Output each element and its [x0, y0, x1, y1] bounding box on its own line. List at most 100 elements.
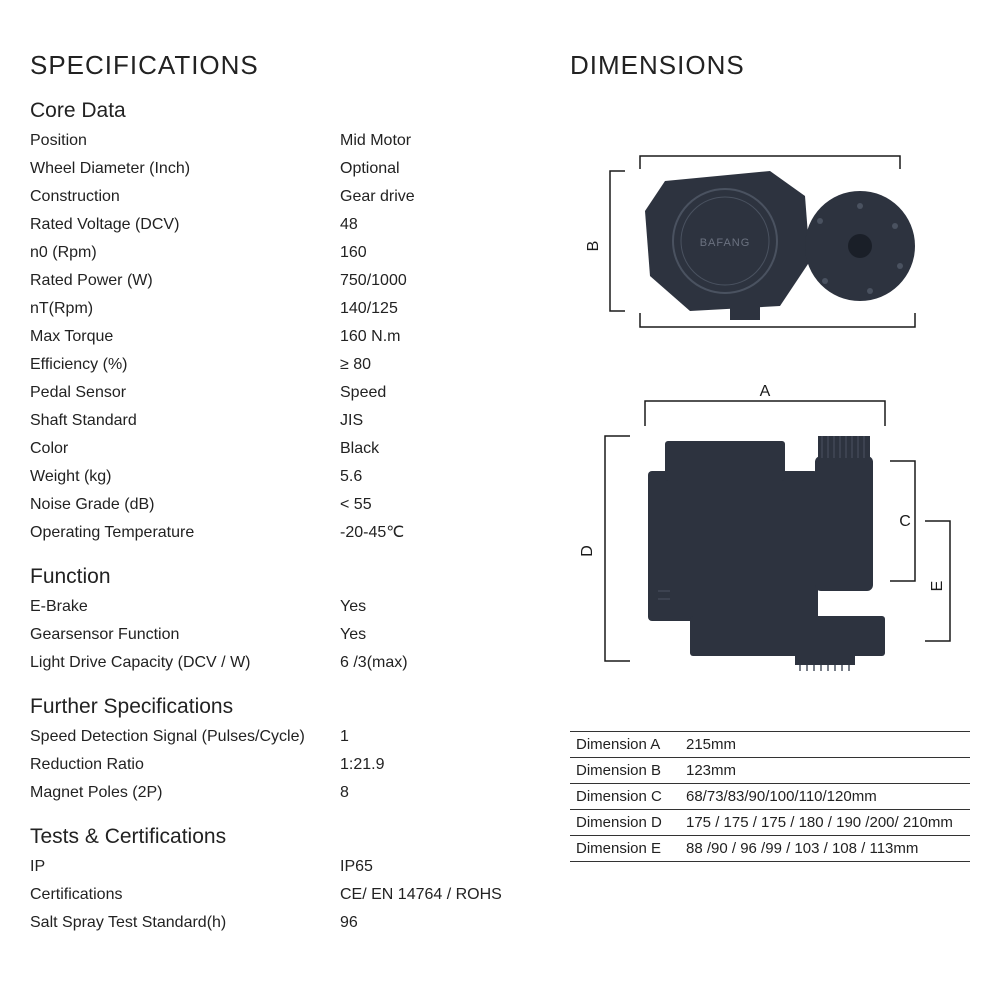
spec-value: Black	[340, 435, 530, 463]
spec-row: Magnet Poles (2P)8	[30, 779, 530, 807]
spec-row: Weight (kg)5.6	[30, 463, 530, 491]
spec-value: Yes	[340, 593, 530, 621]
dim-c-label: C	[899, 513, 911, 530]
specifications-title: SPECIFICATIONS	[30, 50, 530, 81]
spec-row: Wheel Diameter (Inch)Optional	[30, 155, 530, 183]
dim-a-label: A	[760, 383, 771, 400]
spec-value: < 55	[340, 491, 530, 519]
spec-value: 1	[340, 723, 530, 751]
spec-row: Reduction Ratio1:21.9	[30, 751, 530, 779]
spec-label: Gearsensor Function	[30, 621, 340, 649]
spec-label: Rated Voltage (DCV)	[30, 211, 340, 239]
spec-label: Salt Spray Test Standard(h)	[30, 909, 340, 937]
dim-label: Dimension D	[570, 810, 680, 836]
spec-row: Rated Voltage (DCV)48	[30, 211, 530, 239]
spec-row: Noise Grade (dB)< 55	[30, 491, 530, 519]
spec-value: 8	[340, 779, 530, 807]
dim-b-label: B	[585, 241, 602, 252]
spec-row: Speed Detection Signal (Pulses/Cycle)1	[30, 723, 530, 751]
spec-label: nT(Rpm)	[30, 295, 340, 323]
spec-label: Certifications	[30, 881, 340, 909]
spec-value: 1:21.9	[340, 751, 530, 779]
core-data-rows: PositionMid MotorWheel Diameter (Inch)Op…	[30, 127, 530, 547]
spec-label: Noise Grade (dB)	[30, 491, 340, 519]
spec-row: Pedal SensorSpeed	[30, 379, 530, 407]
spec-value: Speed	[340, 379, 530, 407]
spec-value: -20-45℃	[340, 519, 530, 547]
spec-label: Pedal Sensor	[30, 379, 340, 407]
motor-plan-view: A D C E	[570, 381, 970, 701]
specifications-column: SPECIFICATIONS Core Data PositionMid Mot…	[30, 50, 530, 970]
spec-value: Optional	[340, 155, 530, 183]
dim-label: Dimension B	[570, 758, 680, 784]
spec-value: 48	[340, 211, 530, 239]
dimensions-title: DIMENSIONS	[570, 50, 970, 81]
spec-label: Max Torque	[30, 323, 340, 351]
spec-label: E-Brake	[30, 593, 340, 621]
function-rows: E-BrakeYesGearsensor FunctionYesLight Dr…	[30, 593, 530, 677]
spec-value: 160	[340, 239, 530, 267]
spec-row: PositionMid Motor	[30, 127, 530, 155]
spec-row: Salt Spray Test Standard(h)96	[30, 909, 530, 937]
spec-label: Speed Detection Signal (Pulses/Cycle)	[30, 723, 340, 751]
spec-row: Gearsensor FunctionYes	[30, 621, 530, 649]
spec-label: Position	[30, 127, 340, 155]
spec-label: Weight (kg)	[30, 463, 340, 491]
dim-label: Dimension E	[570, 836, 680, 862]
core-data-title: Core Data	[30, 99, 530, 123]
dim-row: Dimension A215mm	[570, 732, 970, 758]
spec-row: Light Drive Capacity (DCV / W)6 /3(max)	[30, 649, 530, 677]
spec-row: Rated Power (W)750/1000	[30, 267, 530, 295]
spec-label: n0 (Rpm)	[30, 239, 340, 267]
dimensions-column: DIMENSIONS B BAFANG	[570, 50, 970, 970]
spec-row: ColorBlack	[30, 435, 530, 463]
dim-value: 215mm	[680, 732, 970, 758]
spec-label: Magnet Poles (2P)	[30, 779, 340, 807]
spec-value: 96	[340, 909, 530, 937]
dim-value: 175 / 175 / 175 / 180 / 190 /200/ 210mm	[680, 810, 970, 836]
spec-row: Efficiency (%)≥ 80	[30, 351, 530, 379]
spec-value: 750/1000	[340, 267, 530, 295]
further-title: Further Specifications	[30, 695, 530, 719]
spec-row: IPIP65	[30, 853, 530, 881]
further-rows: Speed Detection Signal (Pulses/Cycle)1Re…	[30, 723, 530, 807]
spec-row: n0 (Rpm)160	[30, 239, 530, 267]
spec-row: CertificationsCE/ EN 14764 / ROHS	[30, 881, 530, 909]
spec-row: Operating Temperature-20-45℃	[30, 519, 530, 547]
tests-title: Tests & Certifications	[30, 825, 530, 849]
spec-value: 6 /3(max)	[340, 649, 530, 677]
spec-value: 160 N.m	[340, 323, 530, 351]
spec-label: Wheel Diameter (Inch)	[30, 155, 340, 183]
dim-e-label: E	[929, 581, 946, 592]
spec-value: 140/125	[340, 295, 530, 323]
spec-value: IP65	[340, 853, 530, 881]
spec-value: Mid Motor	[340, 127, 530, 155]
dim-value: 68/73/83/90/100/110/120mm	[680, 784, 970, 810]
function-title: Function	[30, 565, 530, 589]
spec-row: Shaft StandardJIS	[30, 407, 530, 435]
dim-value: 88 /90 / 96 /99 / 103 / 108 / 113mm	[680, 836, 970, 862]
brand-text: BAFANG	[700, 237, 751, 249]
motor-top-view: B BAFANG	[570, 141, 970, 341]
spec-row: E-BrakeYes	[30, 593, 530, 621]
spec-value: JIS	[340, 407, 530, 435]
spec-label: Rated Power (W)	[30, 267, 340, 295]
spec-label: Construction	[30, 183, 340, 211]
dim-row: Dimension E88 /90 / 96 /99 / 103 / 108 /…	[570, 836, 970, 862]
spec-label: IP	[30, 853, 340, 881]
spec-value: ≥ 80	[340, 351, 530, 379]
dim-label: Dimension A	[570, 732, 680, 758]
spec-label: Shaft Standard	[30, 407, 340, 435]
motor-diagram: B BAFANG	[570, 141, 970, 701]
spec-value: 5.6	[340, 463, 530, 491]
dim-label: Dimension C	[570, 784, 680, 810]
spec-row: nT(Rpm)140/125	[30, 295, 530, 323]
spec-label: Color	[30, 435, 340, 463]
spec-value: Gear drive	[340, 183, 530, 211]
spec-value: Yes	[340, 621, 530, 649]
spec-label: Light Drive Capacity (DCV / W)	[30, 649, 340, 677]
tests-rows: IPIP65CertificationsCE/ EN 14764 / ROHSS…	[30, 853, 530, 937]
dim-row: Dimension B123mm	[570, 758, 970, 784]
spec-label: Reduction Ratio	[30, 751, 340, 779]
spec-value: CE/ EN 14764 / ROHS	[340, 881, 530, 909]
